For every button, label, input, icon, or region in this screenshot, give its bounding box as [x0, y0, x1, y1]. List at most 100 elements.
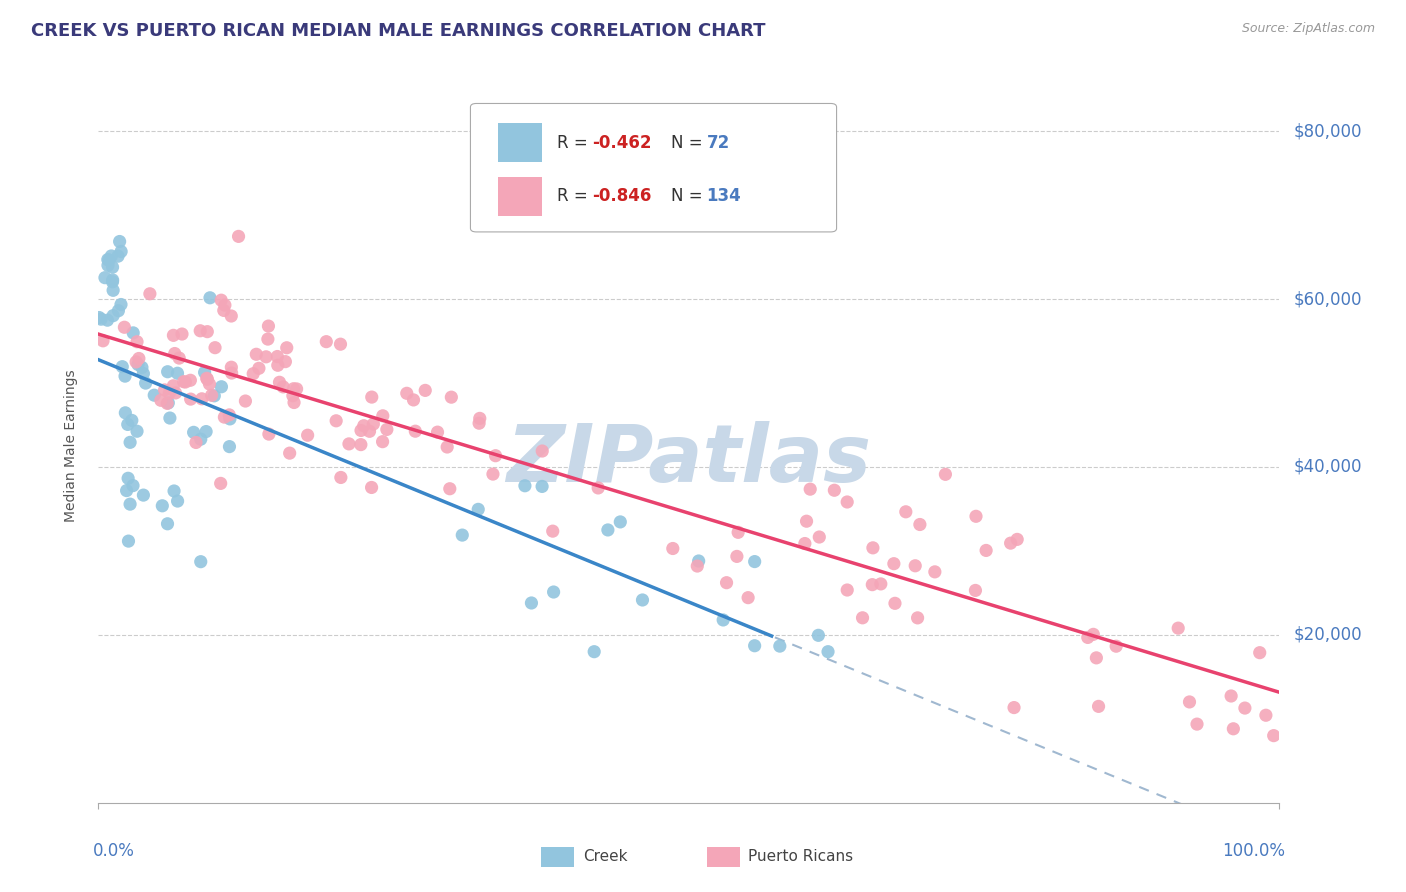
Point: [110, 244, 132, 259]
Point: [117, 417, 139, 432]
Text: Creek: Creek: [582, 849, 627, 863]
Point: [1222, 722, 1244, 736]
Point: [156, 516, 179, 531]
Point: [1254, 708, 1277, 723]
Text: R =: R =: [557, 187, 593, 205]
Point: [200, 388, 222, 402]
Point: [101, 275, 124, 289]
Point: [451, 528, 474, 542]
Point: [823, 483, 845, 498]
Point: [94, 270, 117, 285]
Point: [851, 611, 873, 625]
Point: [894, 505, 917, 519]
Point: [1249, 646, 1271, 660]
Point: [737, 591, 759, 605]
Point: [150, 499, 173, 513]
Point: [360, 480, 382, 494]
Point: [247, 361, 270, 376]
Point: [883, 557, 905, 571]
Point: [1220, 689, 1243, 703]
Point: [242, 367, 264, 381]
Point: [117, 471, 139, 485]
Point: [769, 639, 792, 653]
Point: [218, 408, 240, 422]
Point: [162, 379, 184, 393]
Point: [112, 320, 135, 334]
Point: [468, 411, 491, 425]
Point: [799, 482, 821, 496]
Point: [115, 483, 138, 498]
Point: [609, 515, 631, 529]
Point: [209, 380, 232, 394]
Point: [359, 425, 381, 439]
Point: [904, 558, 927, 573]
Point: [596, 523, 619, 537]
Point: [266, 350, 288, 364]
Point: [101, 273, 124, 287]
Point: [190, 432, 212, 446]
Point: [1077, 631, 1099, 645]
Point: [97, 253, 120, 268]
Point: [101, 260, 124, 275]
Point: [974, 543, 997, 558]
Point: [228, 229, 250, 244]
Point: [245, 347, 267, 361]
Point: [214, 410, 236, 425]
Point: [329, 337, 352, 351]
Point: [1263, 729, 1285, 743]
Point: [353, 418, 375, 433]
Point: [218, 440, 240, 454]
Text: 100.0%: 100.0%: [1222, 842, 1285, 860]
Point: [725, 549, 748, 564]
Text: $80,000: $80,000: [1294, 122, 1362, 140]
Text: 72: 72: [707, 134, 730, 152]
Point: [808, 530, 831, 544]
Point: [965, 509, 987, 524]
Point: [329, 470, 352, 484]
Point: [132, 367, 155, 381]
Point: [360, 390, 382, 404]
Point: [183, 425, 205, 440]
Point: [114, 406, 136, 420]
Point: [156, 365, 179, 379]
Point: [869, 577, 891, 591]
Text: R =: R =: [557, 134, 593, 152]
Point: [1233, 701, 1256, 715]
Point: [212, 303, 235, 318]
Point: [101, 309, 124, 323]
Text: Puerto Ricans: Puerto Ricans: [748, 849, 853, 863]
Point: [122, 478, 145, 492]
Point: [283, 382, 305, 396]
Point: [96, 313, 118, 327]
Point: [276, 341, 298, 355]
Point: [426, 425, 449, 439]
Point: [163, 346, 186, 360]
Point: [796, 514, 818, 528]
Point: [257, 427, 280, 442]
Point: [1085, 651, 1108, 665]
Point: [132, 488, 155, 502]
Point: [214, 298, 236, 312]
Point: [209, 476, 232, 491]
Text: 134: 134: [707, 187, 741, 205]
Point: [114, 369, 136, 384]
Point: [1005, 533, 1028, 547]
Point: [195, 325, 218, 339]
Point: [149, 393, 172, 408]
Point: [744, 639, 766, 653]
Point: [1002, 700, 1025, 714]
Point: [662, 541, 685, 556]
Text: 0.0%: 0.0%: [93, 842, 135, 860]
Point: [371, 409, 394, 423]
Point: [837, 582, 859, 597]
Point: [688, 554, 710, 568]
Point: [934, 467, 956, 482]
Point: [884, 596, 907, 610]
Point: [135, 376, 157, 390]
Point: [274, 354, 297, 368]
Point: [97, 252, 120, 267]
Point: [1167, 621, 1189, 635]
Point: [439, 482, 461, 496]
Point: [404, 424, 426, 438]
Point: [125, 334, 148, 349]
